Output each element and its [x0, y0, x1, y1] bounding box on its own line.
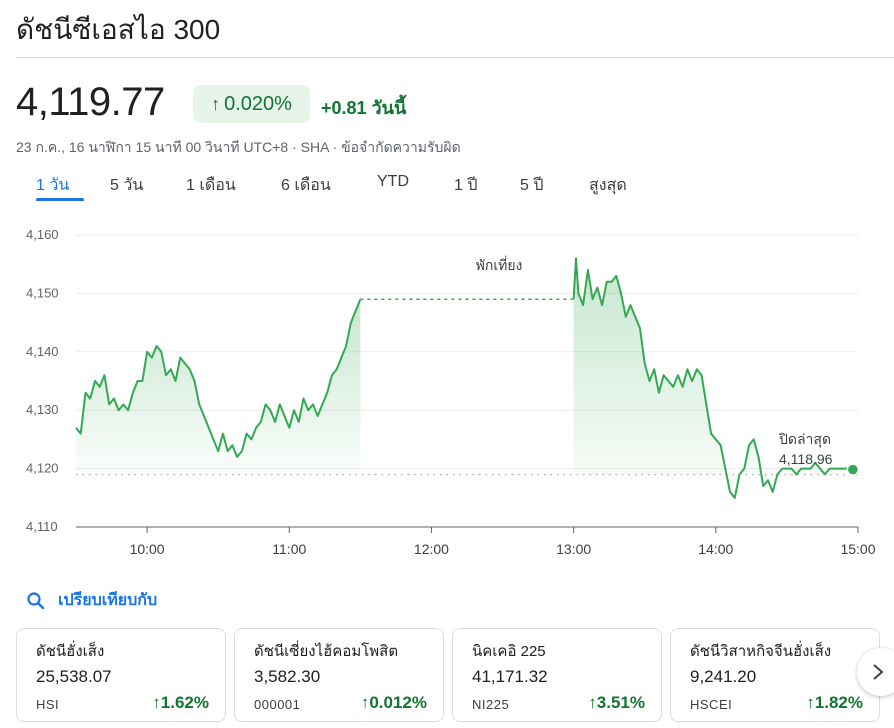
card-name: ดัชนีวิสาหกิจจีนฮั่งเส็ง: [690, 643, 832, 660]
card-ticker: NI225: [472, 697, 510, 712]
card-value: 9,241.20: [690, 667, 757, 686]
card-ticker: HSI: [36, 697, 60, 712]
current-price: 4,119.77: [16, 80, 165, 124]
x-tick-label: 14:00: [698, 541, 733, 557]
card-ticker: 000001: [254, 697, 301, 712]
arrow-up-icon: ↑: [152, 693, 161, 712]
y-tick-label: 4,160: [26, 227, 59, 242]
card-value: 3,582.30: [254, 667, 321, 686]
active-tab-indicator: [36, 198, 84, 201]
tab-1-day[interactable]: 1 วัน: [36, 177, 70, 194]
page-title: ดัชนีซีเอสไอ 300: [16, 14, 221, 45]
chevron-right-icon: [873, 664, 884, 680]
y-tick-label: 4,140: [26, 344, 59, 359]
change-percent: 0.020%: [224, 92, 292, 115]
arrow-up-icon: ↑: [806, 693, 815, 712]
quote-meta: 23 ก.ค., 16 นาฬิกา 15 นาที 00 วินาที UTC…: [16, 139, 461, 155]
previous-close-value: 4,118.96: [779, 451, 833, 467]
compare-card-ni225[interactable]: นิคเคอิ 225 41,171.32 NI225 ↑3.51%: [452, 628, 662, 722]
compare-card-000001[interactable]: ดัชนีเซี่ยงไฮ้คอมโพสิต 3,582.30 000001 ↑…: [234, 628, 444, 722]
tab-5-years[interactable]: 5 ปี: [520, 177, 544, 194]
arrow-up-icon: ↑: [360, 693, 370, 712]
tab-1-year[interactable]: 1 ปี: [454, 177, 478, 194]
compare-label: เปรียบเทียบกับ: [58, 592, 158, 609]
card-change: ↑0.012%: [361, 693, 427, 713]
card-change-value: 1.82%: [814, 693, 863, 712]
card-change: ↑1.62%: [152, 693, 209, 713]
card-change: ↑3.51%: [588, 693, 645, 713]
x-tick-label: 10:00: [130, 541, 165, 557]
y-tick-label: 4,130: [26, 402, 59, 417]
card-name: นิคเคอิ 225: [472, 643, 546, 660]
next-button[interactable]: [857, 648, 894, 696]
last-price-dot: [846, 463, 860, 476]
x-tick-label: 11:00: [272, 541, 306, 557]
card-name: ดัชนีเซี่ยงไฮ้คอมโพสิต: [254, 643, 399, 660]
card-name: ดัชนีฮั่งเส็ง: [36, 643, 105, 660]
card-change-value: 3.51%: [596, 693, 645, 712]
card-ticker: HSCEI: [690, 697, 733, 712]
x-tick-label: 12:00: [414, 541, 449, 557]
tab-max[interactable]: สูงสุด: [589, 177, 627, 194]
y-tick-label: 4,150: [26, 285, 59, 300]
area-fill-afternoon: [573, 258, 851, 498]
y-tick-label: 4,120: [26, 461, 59, 476]
previous-close-label: ปิดล่าสุด: [779, 431, 832, 448]
card-change-value: 1.62%: [160, 693, 209, 712]
tab-6-months[interactable]: 6 เดือน: [281, 177, 331, 194]
price-chart[interactable]: 4,160 4,150 4,140 4,130 4,120 4,110 10:00 11:00…: [0, 220, 894, 570]
y-tick-label: 4,110: [26, 519, 58, 534]
divider: [16, 57, 894, 58]
arrow-up-icon: ↑: [588, 693, 597, 712]
lunch-break-label: พักเที่ยง: [476, 256, 523, 273]
tab-1-month[interactable]: 1 เดือน: [186, 177, 236, 194]
card-change: ↑1.82%: [806, 693, 863, 713]
card-value: 41,171.32: [472, 667, 548, 686]
card-value: 25,538.07: [36, 667, 112, 686]
tab-5-days[interactable]: 5 วัน: [110, 177, 144, 194]
x-tick-label: 13:00: [556, 541, 591, 557]
arrow-up-icon: ↑: [211, 93, 221, 114]
x-tick-label: 15:00: [840, 541, 875, 557]
price-line-afternoon: [572, 257, 851, 499]
price-line-morning: [75, 298, 362, 458]
change-percent-badge: ↑ 0.020%: [193, 85, 310, 123]
compare-card-hscei[interactable]: ดัชนีวิสาหกิจจีนฮั่งเส็ง 9,241.20 HSCEI …: [670, 628, 880, 722]
card-change-value: 0.012%: [369, 693, 427, 712]
change-absolute: +0.81 วันนี้: [321, 98, 407, 118]
area-fill-morning: [76, 299, 361, 475]
compare-card-hsi[interactable]: ดัชนีฮั่งเส็ง 25,538.07 HSI ↑1.62%: [16, 628, 226, 722]
search-icon: [27, 591, 45, 609]
tab-ytd[interactable]: YTD: [377, 173, 409, 190]
compare-button[interactable]: เปรียบเทียบกับ: [26, 588, 157, 613]
